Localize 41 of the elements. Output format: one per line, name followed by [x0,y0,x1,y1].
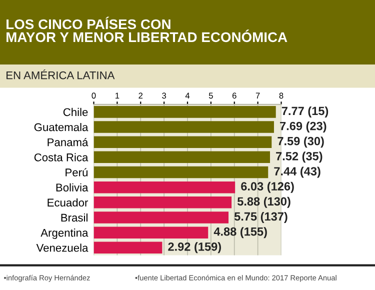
data-label: 7.52 (35) [276,152,322,163]
data-label: 2.92 (159) [168,242,221,254]
data-label: 7.69 (23) [280,122,326,133]
chart-title: LOS CINCO PAÍSES CON MAYOR Y MENOR LIBERTAD ECONÓMICA [6,16,288,42]
y-tick-label: Venezuela [36,244,88,252]
bar [94,242,162,254]
data-label: 7.59 (30) [278,136,324,148]
bar [94,212,229,224]
y-tick-label: Bolivia [56,183,88,192]
bar [94,166,268,178]
x-tick-label: 3 [162,92,166,99]
x-tick-label: 7 [256,92,260,99]
y-tick-label: Ecuador [48,198,88,207]
x-tick-label: 5 [208,92,213,99]
bar [94,181,236,194]
y-tick-label: Costa Rica [34,153,88,162]
data-label: 4.88 (155) [214,227,267,238]
y-tick-label: Chile [63,108,88,116]
bar [94,106,276,118]
data-label: 7.44 (43) [274,166,320,178]
y-tick-label: Brasil [61,213,88,222]
x-tick-label: 1 [116,92,120,99]
x-tick-label: 2 [138,92,143,99]
data-label: 5.88 (130) [237,196,290,208]
bar [94,196,232,208]
y-tick-label: Perú [66,168,88,176]
data-label: 5.75 (137) [234,212,288,223]
data-label: 6.03 (126) [241,182,294,193]
y-tick-label: Argentina [40,228,88,239]
y-tick-label: Panamá [48,138,88,146]
bar [94,121,274,133]
bar [94,151,270,164]
x-tick-label: 6 [232,92,236,99]
x-tick-label: 0 [92,92,96,99]
bar [94,226,208,238]
y-tick-label: Guatemala [34,122,88,132]
x-tick-label: 8 [279,92,284,99]
x-tick-label: 4 [185,92,190,99]
data-label: 7.77 (15) [282,106,328,118]
bar [94,136,272,148]
chart-subtitle: EN AMÉRICA LATINA [6,70,115,80]
